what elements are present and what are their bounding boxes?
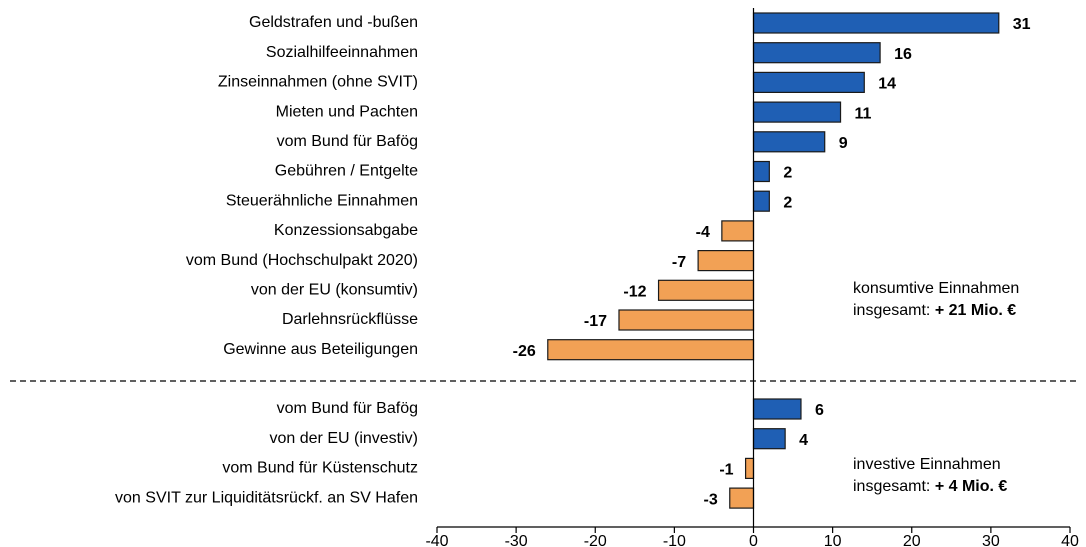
value-label: 11 [855, 105, 872, 122]
category-label: vom Bund für Küstenschutz [222, 460, 418, 477]
value-label: 14 [878, 76, 896, 93]
category-label: von der EU (investiv) [270, 430, 419, 447]
bar [752, 190, 770, 212]
category-label: Gebühren / Entgelte [275, 163, 418, 180]
bar [657, 279, 755, 301]
bar [752, 398, 802, 420]
bar [752, 160, 770, 183]
bar [752, 71, 865, 94]
value-label: 16 [894, 46, 912, 63]
annotation-value: + 4 Mio. € [935, 478, 1008, 495]
bar [618, 309, 755, 331]
x-tick-label: 20 [903, 533, 921, 547]
value-label: -3 [704, 491, 718, 508]
x-tick-label: 10 [824, 533, 842, 547]
category-label: Konzessionsabgabe [274, 222, 418, 239]
bar [729, 487, 755, 509]
category-label: Geldstrafen und -bußen [249, 14, 418, 31]
value-label: -26 [513, 343, 536, 360]
bar [752, 42, 881, 64]
value-label: -4 [696, 224, 710, 241]
category-label: Mieten und Pachten [276, 103, 418, 120]
category-label: Darlehnsrückflüsse [282, 311, 418, 328]
annotation-value: + 21 Mio. € [935, 302, 1016, 319]
value-label: -12 [623, 284, 646, 301]
category-label: vom Bund für Bafög [277, 133, 418, 150]
annotation-total: insgesamt: + 21 Mio. € [853, 302, 1016, 319]
bar [752, 101, 842, 123]
x-tick-label: 30 [982, 533, 1000, 547]
bar [697, 250, 755, 272]
x-tick-label: -10 [663, 533, 686, 547]
category-label: Sozialhilfeeinnahmen [266, 44, 418, 61]
category-label: von der EU (konsumtiv) [251, 282, 418, 299]
annotation-prefix: insgesamt: [853, 302, 935, 319]
x-tick-label: -20 [584, 533, 607, 547]
bar [547, 339, 755, 361]
bar [752, 131, 826, 153]
bar [744, 457, 755, 479]
x-tick-label: -40 [425, 533, 448, 547]
value-label: 2 [783, 165, 792, 182]
annotation-total: insgesamt: + 4 Mio. € [853, 478, 1007, 495]
value-label: -17 [584, 313, 607, 330]
annotation-prefix: insgesamt: [853, 478, 935, 495]
bar [752, 12, 1000, 34]
value-label: -7 [672, 254, 686, 271]
category-label: von SVIT zur Liquiditätsrückf. an SV Haf… [115, 489, 418, 506]
value-label: 9 [839, 135, 848, 152]
value-label: 2 [783, 194, 792, 211]
value-label: 31 [1013, 16, 1031, 33]
category-label: vom Bund (Hochschulpakt 2020) [186, 252, 418, 269]
bar [752, 428, 786, 450]
category-label: Steuerähnliche Einnahmen [226, 192, 418, 209]
bar [721, 220, 755, 242]
value-label: -1 [719, 462, 733, 479]
annotation: konsumtive Einnahmen [853, 280, 1019, 297]
category-label: vom Bund für Bafög [277, 400, 418, 417]
x-tick-label: -30 [505, 533, 528, 547]
category-label: Gewinne aus Beteiligungen [223, 341, 418, 358]
x-tick-label: 40 [1061, 533, 1079, 547]
category-label: Zinseinnahmen (ohne SVIT) [218, 74, 418, 91]
x-tick-label: 0 [749, 533, 758, 547]
value-label: 4 [799, 432, 808, 449]
annotation: investive Einnahmen [853, 456, 1001, 473]
value-label: 6 [815, 402, 824, 419]
